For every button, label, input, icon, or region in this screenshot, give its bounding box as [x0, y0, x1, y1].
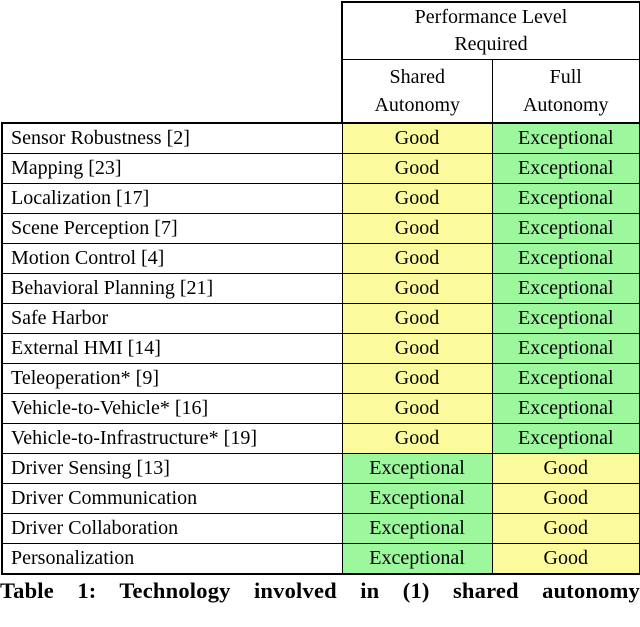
shared-autonomy-level-cell: Good	[341, 213, 493, 244]
shared-autonomy-level-cell: Good	[341, 273, 493, 304]
row-label: Teleoperation* [9]	[1, 363, 343, 394]
table-row: Localization [17] Good Exceptional	[1, 183, 640, 214]
shared-autonomy-level-cell: Good	[341, 423, 493, 454]
full-autonomy-level-cell: Good	[491, 453, 640, 484]
table-header: Performance Level Required Shared Autono…	[2, 1, 640, 124]
header-shared-line2: Autonomy	[374, 94, 461, 116]
shared-autonomy-level-cell: Good	[341, 393, 493, 424]
full-autonomy-level-cell: Exceptional	[491, 303, 640, 334]
full-autonomy-level-cell: Exceptional	[491, 393, 640, 424]
row-label: Personalization	[1, 543, 343, 575]
row-label: Behavioral Planning [21]	[1, 273, 343, 304]
full-autonomy-level-cell: Exceptional	[491, 122, 640, 154]
row-label: Vehicle-to-Infrastructure* [19]	[1, 423, 343, 454]
full-autonomy-level-cell: Good	[491, 513, 640, 544]
table-row: Driver Sensing [13] Exceptional Good	[1, 453, 640, 484]
row-label: Driver Sensing [13]	[1, 453, 343, 484]
header-row-performance: Performance Level Required	[2, 1, 640, 123]
table-row: Scene Perception [7] Good Exceptional	[1, 213, 640, 244]
shared-autonomy-level-cell: Exceptional	[341, 453, 493, 484]
table-row: Vehicle-to-Infrastructure* [19] Good Excep…	[1, 423, 640, 454]
full-autonomy-level-cell: Good	[491, 483, 640, 514]
shared-autonomy-level-cell: Exceptional	[341, 543, 493, 575]
table-row: Safe Harbor Good Exceptional	[1, 303, 640, 334]
shared-autonomy-level-cell: Exceptional	[341, 483, 493, 514]
row-label: Vehicle-to-Vehicle* [16]	[1, 393, 343, 424]
full-autonomy-level-cell: Good	[491, 543, 640, 575]
table-row: Driver Collaboration Exceptional Good	[1, 513, 640, 544]
table-row: Motion Control [4] Good Exceptional	[1, 243, 640, 274]
row-label: External HMI [14]	[1, 333, 343, 364]
header-full-line2: Autonomy	[522, 94, 609, 116]
header-performance-level: Performance Level Required	[340, 1, 640, 60]
technology-table: Performance Level Required Shared Autono…	[1, 1, 640, 575]
header-full-line1: Full	[549, 66, 582, 88]
header-shared-autonomy: Shared Autonomy	[341, 59, 493, 124]
full-autonomy-level-cell: Exceptional	[491, 153, 640, 184]
row-label: Safe Harbor	[1, 303, 343, 334]
row-label: Driver Collaboration	[1, 513, 343, 544]
full-autonomy-level-cell: Exceptional	[491, 273, 640, 304]
full-autonomy-level-cell: Exceptional	[491, 213, 640, 244]
shared-autonomy-level-cell: Good	[341, 303, 493, 334]
full-autonomy-level-cell: Exceptional	[491, 183, 640, 214]
row-label: Driver Communication	[1, 483, 343, 514]
header-performance-line2: Required	[454, 33, 528, 55]
shared-autonomy-level-cell: Good	[341, 183, 493, 214]
table-row: Mapping [23] Good Exceptional	[1, 153, 640, 184]
table-row: Vehicle-to-Vehicle* [16] Good Exceptional	[1, 393, 640, 424]
table-row: Teleoperation* [9] Good Exceptional	[1, 363, 640, 394]
table-row: Sensor Robustness [2] Good Exceptional	[1, 122, 640, 154]
row-label: Scene Perception [7]	[1, 213, 343, 244]
table-row: External HMI [14] Good Exceptional	[1, 333, 640, 364]
shared-autonomy-level-cell: Good	[341, 153, 493, 184]
full-autonomy-level-cell: Exceptional	[491, 363, 640, 394]
table-body: Sensor Robustness [2] Good Exceptional Mapp…	[1, 122, 640, 575]
header-performance-line1: Performance Level	[414, 6, 568, 28]
full-autonomy-level-cell: Exceptional	[491, 243, 640, 274]
shared-autonomy-level-cell: Good	[341, 243, 493, 274]
table-row: Personalization Exceptional Good	[1, 543, 640, 575]
header-row-columns: Shared Autonomy Full Autonomy	[2, 59, 640, 124]
header-shared-line1: Shared	[389, 66, 446, 88]
table-row: Driver Communication Exceptional Good	[1, 483, 640, 514]
shared-autonomy-level-cell: Good	[341, 333, 493, 364]
table-row: Behavioral Planning [21] Good Exceptional	[1, 273, 640, 304]
table-caption: Table 1: Technology involved in (1) shar…	[0, 578, 640, 603]
row-label: Mapping [23]	[1, 153, 343, 184]
shared-autonomy-level-cell: Good	[341, 122, 493, 154]
full-autonomy-level-cell: Exceptional	[491, 423, 640, 454]
header-full-autonomy: Full Autonomy	[491, 59, 640, 124]
header-spacer	[2, 2, 342, 123]
row-label: Motion Control [4]	[1, 243, 343, 274]
shared-autonomy-level-cell: Exceptional	[341, 513, 493, 544]
row-label: Sensor Robustness [2]	[1, 122, 343, 154]
shared-autonomy-level-cell: Good	[341, 363, 493, 394]
row-label: Localization [17]	[1, 183, 343, 214]
full-autonomy-level-cell: Exceptional	[491, 333, 640, 364]
